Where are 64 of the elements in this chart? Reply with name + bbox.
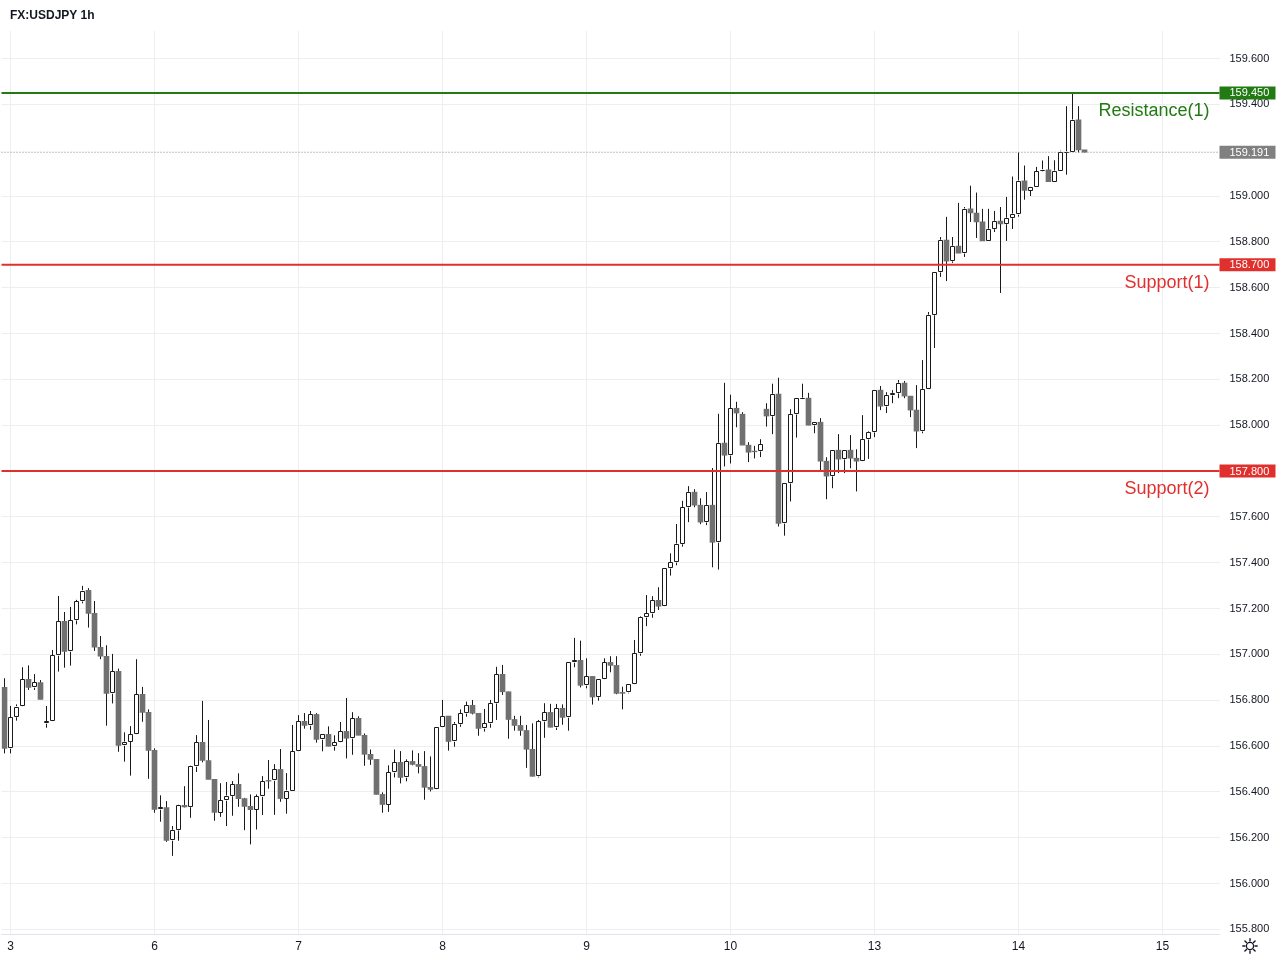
candlestick [565, 661, 572, 732]
x-tick-label: 3 [7, 938, 15, 953]
candlestick [895, 379, 902, 399]
candlestick [349, 711, 356, 756]
y-tick-label: 158.400 [1229, 326, 1270, 339]
candlestick [553, 703, 560, 731]
y-tick-label: 158.600 [1229, 280, 1270, 293]
y-tick-label: 157.200 [1229, 601, 1270, 614]
candlestick [727, 394, 734, 464]
text: 159.450 [1229, 86, 1270, 99]
candlestick [307, 710, 314, 731]
text: 157.800 [1229, 464, 1270, 477]
ref-line-label: Resistance(1) [1098, 99, 1210, 120]
candlestick [931, 271, 938, 349]
x-tick-label: 8 [439, 938, 447, 953]
chart-title: FX:USDJPY 1h [10, 8, 95, 23]
candlestick [157, 794, 164, 823]
candlestick [985, 208, 992, 242]
y-tick-label: 156.600 [1229, 739, 1270, 752]
candlestick [961, 206, 968, 258]
candlestick [769, 383, 776, 435]
x-tick-label: 15 [1155, 938, 1170, 953]
text: 159.191 [1229, 145, 1270, 158]
ref-line-label: Support(2) [1124, 478, 1210, 499]
candlestick [583, 657, 590, 689]
x-tick-label: 6 [151, 938, 159, 953]
y-tick-label: 159.000 [1229, 189, 1270, 202]
text: 158.700 [1229, 258, 1270, 271]
candlestick [43, 705, 50, 729]
x-tick-label: 9 [583, 938, 591, 953]
ref-line-label: Support(1) [1124, 271, 1210, 292]
y-tick-label: 156.200 [1229, 830, 1270, 843]
y-tick-label: 156.400 [1229, 784, 1270, 797]
y-tick-label: 156.000 [1229, 876, 1270, 889]
y-tick-label: 157.000 [1229, 647, 1270, 660]
y-tick-label: 157.600 [1229, 509, 1270, 522]
y-tick-label: 156.800 [1229, 693, 1270, 706]
candlestick [871, 389, 878, 438]
candlestick [271, 763, 278, 816]
candlestick [841, 449, 848, 474]
candlestick [1033, 166, 1040, 188]
candlestick [403, 758, 410, 782]
y-tick-label: 155.800 [1229, 922, 1270, 935]
candlestick [949, 236, 956, 264]
candlestick [1003, 196, 1010, 242]
candlestick [703, 491, 710, 526]
x-tick-label: 7 [295, 938, 303, 953]
candlestick [937, 236, 944, 278]
x-tick-label: 13 [867, 938, 882, 953]
candlestick [829, 449, 836, 489]
candlestick [715, 413, 722, 571]
candlestick [7, 705, 14, 754]
y-tick-label: 158.000 [1229, 418, 1270, 431]
y-tick-label: 157.400 [1229, 555, 1270, 568]
x-tick-label: 10 [723, 938, 738, 953]
candlestick [1069, 92, 1076, 153]
y-tick-label: 158.200 [1229, 372, 1270, 385]
candlestick [991, 210, 998, 233]
candlestick [451, 721, 458, 748]
y-tick-label: 159.400 [1229, 97, 1270, 110]
x-tick-label: 14 [1011, 938, 1026, 953]
y-tick-label: 158.800 [1229, 234, 1270, 247]
candlestick [109, 653, 116, 704]
y-tick-label: 159.600 [1229, 51, 1270, 64]
